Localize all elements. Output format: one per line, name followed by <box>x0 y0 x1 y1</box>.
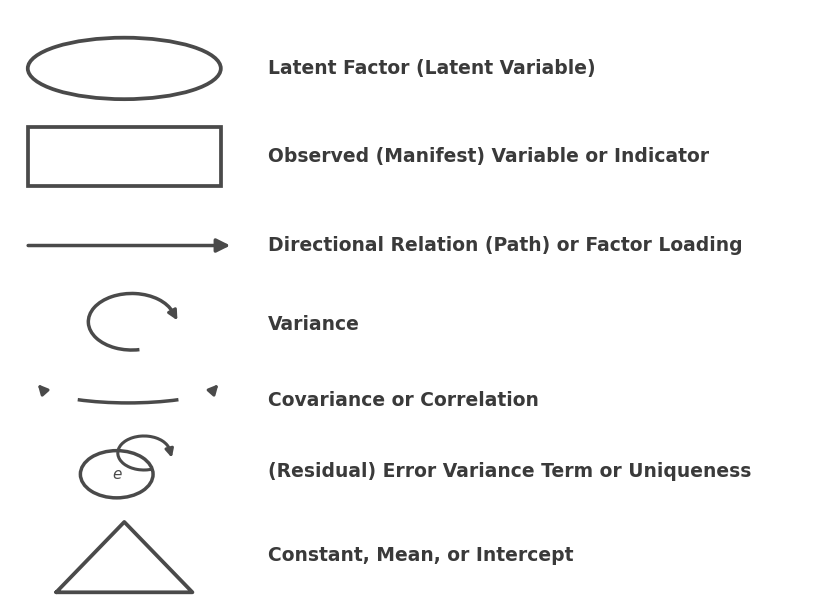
Text: e: e <box>112 467 121 482</box>
Text: Constant, Mean, or Intercept: Constant, Mean, or Intercept <box>268 546 573 565</box>
Text: Covariance or Correlation: Covariance or Correlation <box>268 391 539 410</box>
Text: Variance: Variance <box>268 315 360 334</box>
Text: Directional Relation (Path) or Factor Loading: Directional Relation (Path) or Factor Lo… <box>268 236 743 255</box>
Text: Latent Factor (Latent Variable): Latent Factor (Latent Variable) <box>268 59 596 78</box>
Bar <box>28 128 221 187</box>
Text: (Residual) Error Variance Term or Uniqueness: (Residual) Error Variance Term or Unique… <box>268 462 751 481</box>
Text: Observed (Manifest) Variable or Indicator: Observed (Manifest) Variable or Indicato… <box>268 147 709 166</box>
